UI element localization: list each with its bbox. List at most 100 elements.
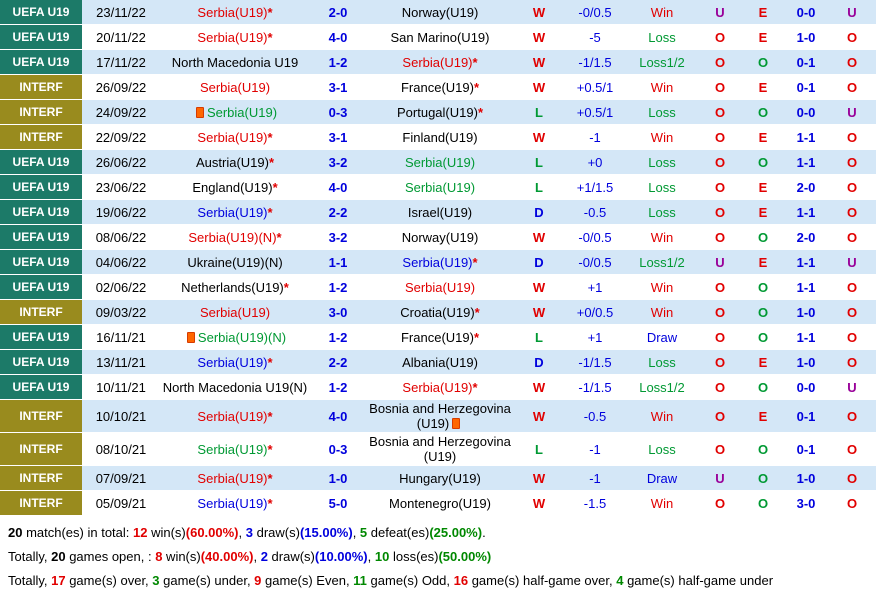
over-under-halftime: O (846, 229, 858, 245)
team-name[interactable]: North Macedonia U19 (171, 54, 299, 70)
fulltime-score: 2-2 (328, 204, 348, 220)
team-name[interactable]: Serbia(U19) (402, 379, 473, 395)
fulltime-score: 1-2 (328, 279, 348, 295)
team-name[interactable]: Serbia(U19) (197, 441, 268, 457)
team-name[interactable]: Bosnia and Herzegovina (U19) (369, 401, 511, 431)
halftime-score: 0-1 (796, 408, 816, 424)
fulltime-score: 2-0 (328, 4, 348, 20)
match-date: 20/11/22 (96, 29, 146, 45)
team-name[interactable]: Serbia(U19) (197, 129, 268, 145)
team-name[interactable]: Bosnia and Herzegovina (U19) (369, 434, 511, 464)
team-name[interactable]: Montenegro(U19) (389, 495, 491, 511)
team-name[interactable]: North Macedonia U19(N) (162, 379, 308, 395)
team-name[interactable]: Serbia(U19) (404, 179, 476, 195)
team-name[interactable]: Serbia(U19) (404, 154, 476, 170)
team-name-wrap: Serbia(U19) (405, 180, 475, 195)
match-row: UEFA U19 16/11/21 Serbia(U19)(N) 1-2 France(… (0, 325, 876, 350)
summary-segment: (40.00%) (200, 549, 254, 564)
handicap-value: +1 (587, 329, 603, 345)
summary-segment: Totally, (8, 549, 52, 564)
odd-even-indicator: O (757, 441, 769, 457)
competition-label: UEFA U19 (0, 350, 82, 374)
team-name[interactable]: Serbia(U19)(N) (188, 229, 277, 245)
home-team-cell: North Macedonia U19(N) (160, 375, 310, 399)
summary-segment: 5 (359, 525, 368, 540)
over-under-fulltime: O (714, 495, 726, 511)
over-under-halftime: U (847, 254, 857, 270)
handicap-value: +0 (587, 154, 603, 170)
away-team-cell: France(U19)* (366, 75, 514, 99)
odd-even-indicator: O (757, 470, 769, 486)
over-under-halftime: O (846, 179, 858, 195)
team-name[interactable]: Netherlands(U19) (181, 279, 284, 295)
team-name[interactable]: Serbia(U19)(N) (197, 329, 287, 345)
over-under-halftime: O (846, 204, 858, 220)
team-name[interactable]: Serbia(U19) (197, 4, 268, 20)
handicap-value: +0.5/1 (576, 79, 614, 95)
favorite-star: * (477, 104, 483, 120)
handicap-result: Loss (648, 179, 676, 195)
odd-even-indicator: O (757, 279, 769, 295)
match-row: INTERF 24/09/22 Serbia(U19) 0-3 Portugal(U19… (0, 100, 876, 125)
team-name[interactable]: Portugal(U19) (397, 104, 478, 120)
over-under-fulltime: O (714, 129, 726, 145)
team-name[interactable]: Israel(U19) (407, 204, 473, 220)
match-row: UEFA U19 23/06/22 England(U19)* 4-0 Serbia(U… (0, 175, 876, 200)
team-name-wrap: Serbia(U19)* (197, 471, 272, 486)
team-name[interactable]: Serbia(U19) (402, 54, 473, 70)
team-name[interactable]: Serbia(U19) (197, 470, 268, 486)
team-name[interactable]: Croatia(U19) (400, 304, 475, 320)
over-under-fulltime: O (714, 354, 726, 370)
team-name[interactable]: Serbia(U19) (197, 354, 268, 370)
team-name[interactable]: Albania(U19) (402, 354, 478, 370)
handicap-value: -1/1.5 (578, 54, 612, 70)
summary-segment: (25.00%) (429, 525, 483, 540)
handicap-value: -0.5 (583, 408, 607, 424)
team-name[interactable]: France(U19) (400, 329, 474, 345)
halftime-score: 1-0 (796, 29, 816, 45)
away-team-cell: Portugal(U19)* (366, 100, 514, 124)
team-name[interactable]: Serbia(U19) (206, 104, 278, 120)
team-name[interactable]: Norway(U19) (401, 4, 479, 20)
result-letter: W (532, 4, 546, 20)
team-name[interactable]: France(U19) (400, 79, 474, 95)
team-name[interactable]: Austria(U19) (195, 154, 269, 170)
team-name[interactable]: Finland(U19) (402, 129, 478, 145)
competition-label: INTERF (0, 125, 82, 149)
handicap-value: -0/0.5 (578, 4, 612, 20)
result-letter: W (532, 304, 546, 320)
competition-label: UEFA U19 (0, 200, 82, 224)
favorite-star: * (474, 304, 480, 320)
odd-even-indicator: O (757, 54, 769, 70)
match-row: UEFA U19 04/06/22 Ukraine(U19)(N) 1-1 Serbia… (0, 250, 876, 275)
match-row: UEFA U19 19/06/22 Serbia(U19)* 2-2 Israel(U1… (0, 200, 876, 225)
team-name[interactable]: Serbia(U19) (199, 79, 271, 95)
result-letter: W (532, 79, 546, 95)
team-name[interactable]: Serbia(U19) (197, 495, 268, 511)
odd-even-indicator: E (758, 354, 768, 370)
team-name[interactable]: Serbia(U19) (402, 254, 473, 270)
over-under-fulltime: O (714, 408, 726, 424)
team-name-wrap: Serbia(U19)* (402, 55, 477, 70)
over-under-halftime: O (846, 470, 858, 486)
team-name[interactable]: Hungary(U19) (399, 470, 481, 486)
red-card-icon (452, 418, 461, 429)
away-team-cell: Serbia(U19)* (366, 250, 514, 274)
halftime-score: 3-0 (796, 495, 816, 511)
team-name[interactable]: Serbia(U19) (199, 304, 271, 320)
match-date: 10/10/21 (95, 408, 147, 424)
team-name[interactable]: Serbia(U19) (197, 29, 268, 45)
team-name[interactable]: San Marino(U19) (390, 29, 490, 45)
team-name[interactable]: Norway(U19) (401, 229, 479, 245)
over-under-fulltime: O (714, 79, 726, 95)
match-row: INTERF 10/10/21 Serbia(U19)* 4-0 Bosnia and … (0, 400, 876, 433)
team-name-wrap: Netherlands(U19)* (181, 280, 289, 295)
team-name[interactable]: Ukraine(U19)(N) (187, 254, 283, 270)
handicap-value: -5 (589, 29, 601, 45)
team-name[interactable]: Serbia(U19) (404, 279, 476, 295)
team-name[interactable]: Serbia(U19) (197, 204, 268, 220)
team-name[interactable]: Serbia(U19) (197, 408, 268, 424)
team-name[interactable]: England(U19) (192, 179, 273, 195)
team-name-wrap: Montenegro(U19) (389, 496, 491, 511)
competition-label: INTERF (0, 300, 82, 324)
